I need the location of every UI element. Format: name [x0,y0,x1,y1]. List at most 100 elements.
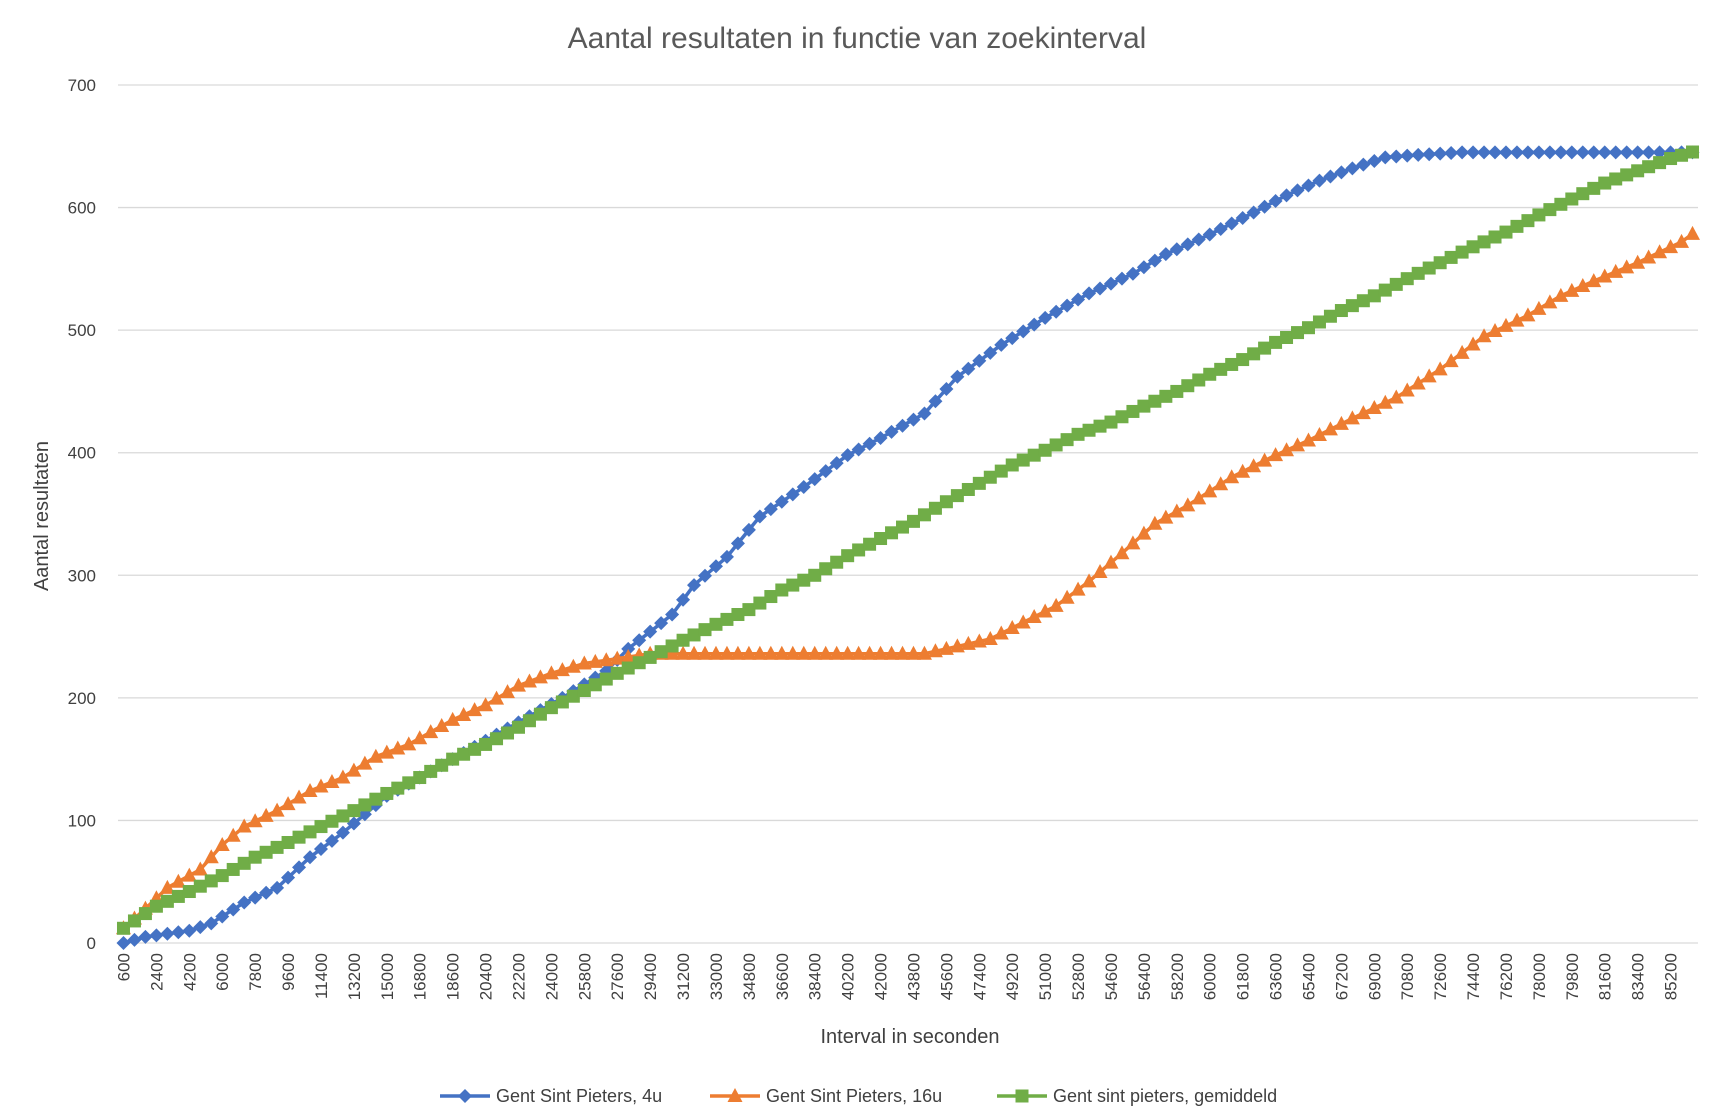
data-point [413,771,427,785]
data-point [829,456,844,471]
x-tick-label: 70800 [1398,953,1417,1000]
y-tick-label: 700 [68,76,96,95]
data-point [763,502,778,517]
data-point [797,573,811,587]
data-point [248,890,263,905]
x-tick-label: 27600 [608,953,627,1000]
data-point [1641,249,1657,264]
data-point [501,726,515,740]
data-point [1202,227,1217,242]
data-point [884,424,899,439]
series-group [115,145,1701,950]
data-point [357,755,373,770]
x-tick-label: 52800 [1069,953,1088,1000]
y-axis-ticks: 0 100 200 300 400 500 600 700 [68,76,96,953]
data-point [1279,188,1294,203]
x-tick-label: 40200 [839,953,858,1000]
data-point [1411,147,1426,162]
data-point [1136,525,1152,540]
data-point [730,536,745,551]
data-point [423,724,439,739]
x-tick-label: 33000 [707,953,726,1000]
data-point [1509,312,1525,327]
data-point [1378,150,1393,165]
data-point [939,381,954,396]
data-point [1103,554,1119,569]
data-point [1443,353,1459,368]
data-point [1465,336,1481,351]
data-point [1071,292,1086,307]
data-point [719,549,734,564]
data-point [687,628,701,642]
legend-label: Gent Sint Pieters, 4u [496,1086,662,1106]
data-point [193,920,208,935]
x-axis-ticks: 600 2400 4200 6000 7800 9600 11400 13200 15000 16… [114,953,1680,1000]
data-point [292,860,307,875]
data-point [916,645,932,660]
data-point [949,638,965,653]
data-point [1345,161,1360,176]
data-point [1236,353,1250,367]
data-point [709,617,723,631]
data-point [1542,145,1557,160]
data-point [390,740,406,755]
data-point [116,936,131,950]
data-point [1115,410,1129,424]
data-point [1290,183,1305,198]
data-point [786,578,800,592]
data-point [1258,341,1272,355]
data-point [983,345,998,360]
data-point [983,470,997,484]
data-point [314,820,328,834]
data-point [698,568,713,583]
data-point [708,559,723,574]
data-point [1082,423,1096,437]
data-point [1027,448,1041,462]
x-tick-label: 38400 [806,953,825,1000]
data-point [1455,245,1469,259]
data-point [259,845,273,859]
data-point [358,798,372,812]
data-point [247,813,263,828]
data-point [873,645,889,660]
legend-label: Gent sint pieters, gemiddeld [1053,1086,1277,1106]
x-tick-label: 81600 [1596,953,1615,1000]
data-point [1037,603,1053,618]
data-point [1521,214,1535,228]
data-point [258,807,274,822]
data-point [1619,259,1635,274]
data-point [324,774,340,789]
data-point [1674,233,1690,248]
data-point [1389,277,1403,291]
y-tick-label: 600 [68,199,96,218]
data-point [1202,483,1218,498]
data-point [610,666,624,680]
data-point [1355,405,1371,420]
data-point [237,856,251,870]
data-point [204,916,219,931]
data-point [1334,165,1349,180]
data-point [1400,272,1414,286]
data-point [577,684,591,698]
data-point [1356,157,1371,172]
data-point [1323,309,1337,323]
data-point [1191,490,1207,505]
legend-marker [727,1088,743,1102]
data-point [457,747,471,761]
data-point [1059,589,1075,604]
data-point [1510,219,1524,233]
data-point [1356,294,1370,308]
data-point [203,849,219,864]
data-point [643,650,657,664]
data-point [1224,469,1240,484]
y-tick-label: 0 [87,934,96,953]
data-point [1564,145,1579,160]
data-point [1070,581,1086,596]
x-tick-label: 47400 [970,953,989,1000]
data-point [346,816,361,831]
data-point [620,649,636,663]
data-point [324,833,339,848]
data-point [1224,216,1239,231]
data-point [160,926,175,941]
data-point [599,672,613,686]
